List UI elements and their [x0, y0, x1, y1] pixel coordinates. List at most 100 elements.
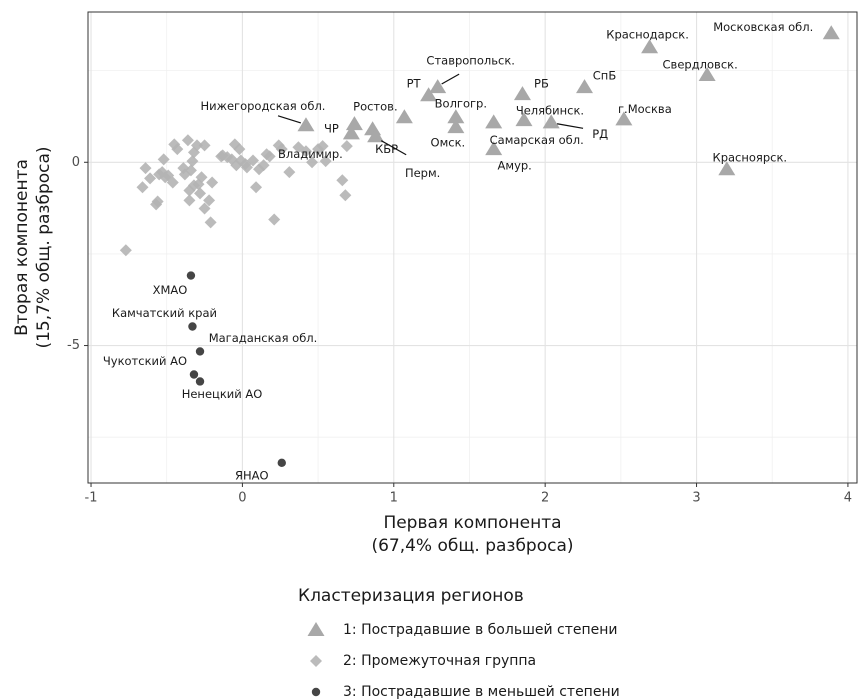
- diamond-point: [119, 244, 132, 257]
- point-label: ЧР: [324, 122, 339, 136]
- point-label: РД: [592, 127, 608, 141]
- point-label: Владимир.: [278, 147, 343, 161]
- triangle-point: [345, 116, 363, 131]
- x-tick-label: 1: [390, 491, 398, 506]
- point-label: Свердловск.: [663, 58, 738, 72]
- triangle-point: [367, 128, 385, 143]
- leader-line: [380, 140, 407, 156]
- x-tick-label: 0: [238, 491, 246, 506]
- triangle-point: [429, 79, 447, 94]
- legend-marker: [310, 655, 322, 667]
- triangle-point: [447, 119, 465, 134]
- x-tick-label: 4: [844, 491, 852, 506]
- diamond-point: [195, 171, 208, 184]
- point-label: Московская обл.: [713, 20, 813, 34]
- x-tick-label: 3: [692, 491, 700, 506]
- legend-title: Кластеризация регионов: [298, 586, 524, 606]
- diamond-point: [198, 202, 211, 215]
- diamond-point: [283, 166, 296, 179]
- circle-point: [277, 458, 286, 468]
- point-label: Ненецкий АО: [182, 387, 263, 401]
- triangle-point: [641, 39, 659, 54]
- diamond-point: [339, 189, 352, 202]
- triangle-point: [576, 79, 594, 94]
- point-label: РТ: [407, 77, 422, 91]
- triangle-point: [297, 117, 315, 132]
- point-label: Магаданская обл.: [209, 331, 318, 345]
- circle-point: [189, 370, 199, 379]
- y-axis-title: Вторая компонента: [12, 159, 32, 336]
- diamond-point: [186, 155, 199, 168]
- point-label: Самарская обл.: [490, 133, 584, 147]
- diamond-point: [316, 140, 329, 153]
- diamond-point: [240, 161, 253, 174]
- diamond-point: [268, 213, 281, 226]
- point-label: Ставропольск.: [426, 54, 515, 68]
- triangle-point: [698, 67, 716, 82]
- diamond-point: [263, 150, 276, 163]
- point-label: Красноярск.: [713, 151, 788, 165]
- point-label: г.Москва: [618, 102, 672, 116]
- diamond-point: [190, 139, 203, 152]
- diamond-point: [206, 176, 219, 189]
- triangle-point: [515, 112, 533, 127]
- triangle-point: [615, 111, 633, 126]
- circle-point: [195, 377, 205, 386]
- diamond-point: [144, 172, 157, 185]
- diamond-point: [340, 140, 353, 153]
- diamond-point: [198, 139, 211, 152]
- point-label: Перм.: [405, 166, 440, 180]
- triangle-point: [542, 114, 560, 129]
- y-tick-label: 0: [72, 155, 80, 170]
- legend-label: 1: Пострадавшие в большей степени: [343, 622, 618, 638]
- diamond-point: [183, 194, 196, 207]
- diamond-point: [233, 143, 246, 156]
- diamond-point: [171, 143, 184, 156]
- triangle-point: [822, 25, 840, 40]
- point-label: ХМАО: [153, 283, 188, 297]
- triangle-point: [485, 114, 503, 129]
- diamond-point: [157, 153, 170, 166]
- plot-panel: [88, 12, 857, 483]
- diamond-point: [336, 174, 349, 187]
- diamond-point: [151, 195, 164, 208]
- point-label: СпБ: [593, 69, 617, 83]
- point-label: Челябинск.: [516, 104, 584, 118]
- diamond-point: [247, 154, 260, 167]
- x-tick-label: -1: [85, 491, 98, 506]
- x-axis-title: (67,4% общ. разброса): [371, 536, 573, 556]
- point-label: Камчатский край: [112, 306, 217, 320]
- diamond-point: [306, 156, 319, 169]
- circle-point: [186, 271, 196, 280]
- x-axis-title: Первая компонента: [383, 513, 561, 533]
- diamond-point: [136, 181, 149, 194]
- diamond-point: [181, 134, 194, 147]
- plot-border: [87, 11, 858, 484]
- diamond-point: [257, 159, 270, 172]
- triangle-point: [447, 109, 465, 124]
- leader-line: [556, 123, 584, 129]
- triangle-point: [342, 125, 360, 140]
- point-label: Ростов.: [353, 100, 397, 114]
- diamond-point: [194, 187, 207, 200]
- point-label: Краснодарск.: [606, 28, 689, 42]
- legend-label: 3: Пострадавшие в меньшей степени: [343, 684, 620, 700]
- leader-line: [277, 115, 302, 124]
- points: [119, 25, 840, 468]
- triangle-point: [718, 161, 736, 176]
- x-tick-label: 2: [541, 491, 549, 506]
- diamond-point: [299, 145, 312, 158]
- diamond-point: [184, 164, 197, 177]
- diamond-point: [319, 155, 332, 168]
- point-label: Амур.: [498, 159, 532, 173]
- circle-point: [188, 322, 197, 331]
- legend-marker: [307, 622, 325, 636]
- point-label: РБ: [534, 77, 549, 91]
- legend-label: 2: Промежуточная группа: [343, 653, 536, 669]
- point-label: Омск.: [431, 136, 466, 150]
- point-label: Нижегородская обл.: [201, 99, 326, 113]
- point-label: ЯНАО: [235, 468, 269, 482]
- triangle-point: [513, 86, 531, 101]
- y-tick-label: -5: [67, 338, 80, 353]
